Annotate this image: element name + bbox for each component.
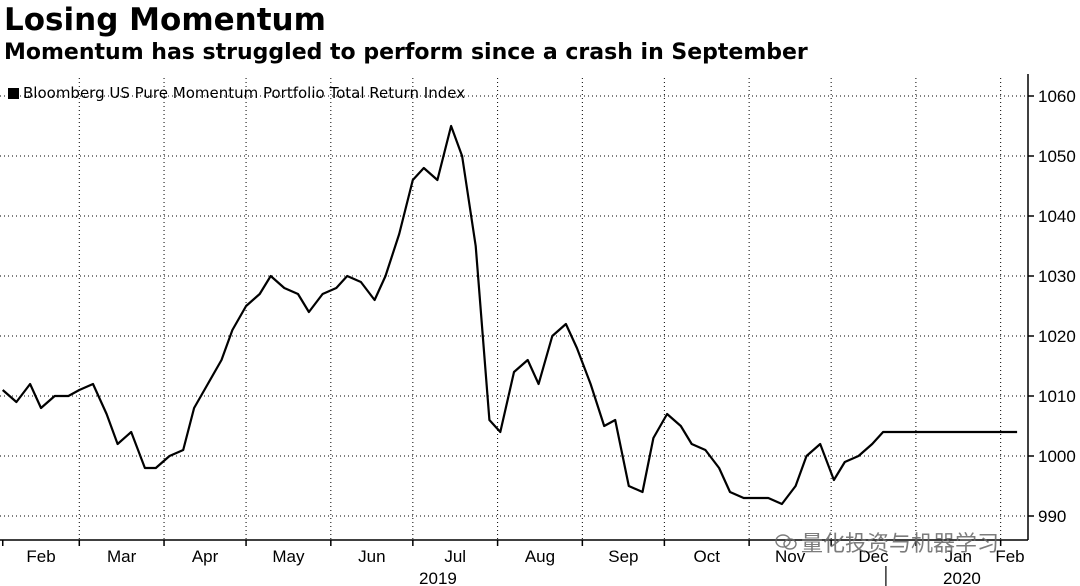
y-tick-label: 1010 [1038, 387, 1076, 406]
x-tick-label: Aug [525, 547, 555, 566]
x-tick-label: Sep [608, 547, 638, 566]
x-tick-label: Nov [775, 547, 806, 566]
x-tick-label: Apr [192, 547, 219, 566]
y-tick-label: 1030 [1038, 267, 1076, 286]
legend-swatch [8, 87, 19, 99]
chart-subtitle: Momentum has struggled to perform since … [4, 40, 808, 65]
legend: Bloomberg US Pure Momentum Portfolio Tot… [8, 84, 465, 102]
watermark-text: 量化投资与机器学习 [801, 532, 1000, 557]
series-line [1, 124, 1018, 506]
y-tick-label: 1040 [1038, 207, 1076, 226]
x-tick-label: Jan [945, 547, 972, 566]
y-axis: 990 1000 1010 1020 1030 1040 1050 1060 [1027, 74, 1076, 540]
watermark: 量化投资与机器学习 [775, 526, 999, 558]
x-axis: Feb Mar Apr May Jun Jul Aug Sep Oct Nov Dec Jan Feb 2… [0, 539, 1028, 586]
year-label: 2020 [943, 569, 981, 586]
x-tick-label: Oct [694, 547, 721, 566]
x-tick-label: May [272, 547, 305, 566]
y-tick-label: 1060 [1038, 87, 1076, 106]
x-tick-label: Jul [444, 547, 466, 566]
y-tick-label: 1020 [1038, 327, 1076, 346]
series-group [1, 124, 1018, 506]
x-tick-label: Mar [107, 547, 137, 566]
x-tick-label: Feb [26, 547, 55, 566]
x-tick-label: Jun [358, 547, 385, 566]
y-tick-label: 1050 [1038, 147, 1076, 166]
legend-label: Bloomberg US Pure Momentum Portfolio Tot… [23, 84, 466, 102]
gridlines [0, 78, 1028, 540]
chart-title: Losing Momentum [4, 2, 326, 38]
x-tick-label: Dec [858, 547, 889, 566]
wechat-icon [775, 534, 797, 550]
year-label: 2019 [419, 569, 457, 586]
x-tick-label: Feb [995, 547, 1024, 566]
y-tick-label: 990 [1038, 507, 1066, 526]
y-tick-label: 1000 [1038, 447, 1076, 466]
